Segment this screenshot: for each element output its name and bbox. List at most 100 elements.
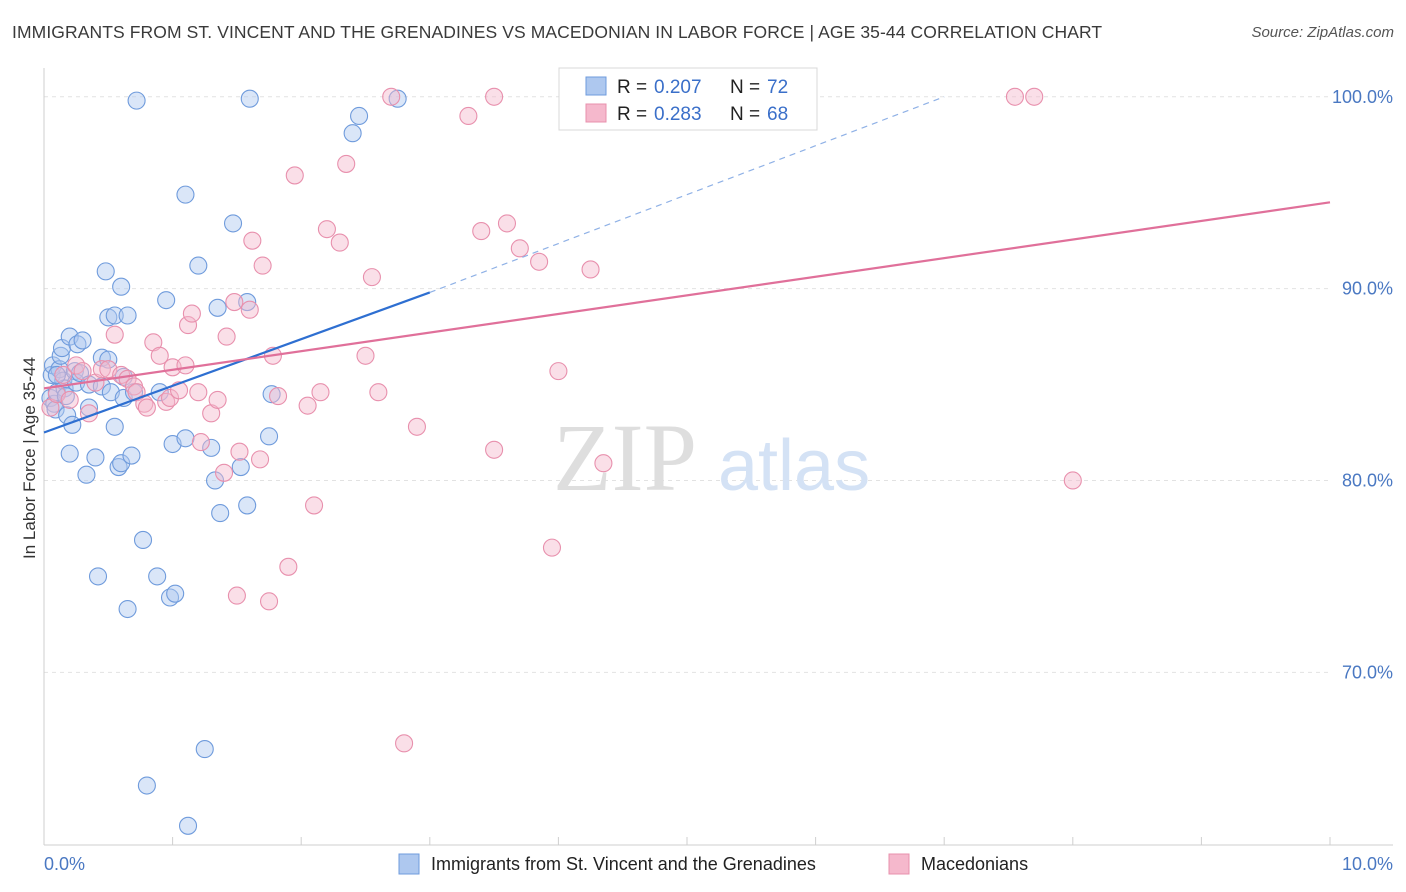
point-macedonians bbox=[73, 362, 92, 381]
point-macedonians bbox=[485, 440, 504, 459]
point-macedonians bbox=[214, 463, 234, 482]
point-macedonians bbox=[253, 256, 272, 275]
point-macedonians bbox=[382, 87, 401, 106]
point-macedonians bbox=[1025, 87, 1044, 106]
point-macedonians bbox=[1005, 87, 1024, 106]
point-macedonians bbox=[189, 383, 208, 402]
point-immigrants bbox=[127, 91, 146, 110]
point-immigrants bbox=[211, 504, 230, 523]
legend-r-value-macedonians: 0.283 bbox=[654, 104, 702, 125]
point-macedonians bbox=[298, 396, 317, 415]
point-immigrants bbox=[176, 185, 195, 204]
legend-n-value-macedonians: 68 bbox=[767, 104, 788, 125]
point-macedonians bbox=[240, 300, 259, 319]
bottom-legend-swatch-immigrants bbox=[398, 853, 420, 875]
point-macedonians bbox=[407, 417, 426, 436]
legend-r-label-macedonians: R = bbox=[617, 104, 652, 125]
bottom-legend: Immigrants from St. Vincent and the Gren… bbox=[398, 853, 1028, 875]
point-immigrants bbox=[238, 496, 257, 515]
point-immigrants bbox=[105, 306, 124, 325]
point-macedonians bbox=[105, 325, 124, 344]
point-immigrants bbox=[231, 458, 250, 477]
point-macedonians bbox=[54, 365, 73, 385]
grid-lines bbox=[44, 96, 1330, 673]
point-immigrants bbox=[176, 429, 195, 448]
point-macedonians bbox=[227, 586, 246, 605]
point-immigrants bbox=[137, 776, 156, 795]
point-macedonians bbox=[305, 496, 324, 515]
bottom-legend-swatch-macedonians bbox=[888, 853, 910, 875]
point-immigrants bbox=[343, 124, 362, 143]
point-macedonians bbox=[150, 346, 169, 365]
point-macedonians bbox=[243, 231, 262, 250]
point-immigrants bbox=[118, 306, 137, 325]
y-ticks: 70.0% 80.0% 90.0% 100.0% bbox=[1332, 87, 1393, 683]
point-immigrants bbox=[259, 427, 279, 446]
point-immigrants bbox=[77, 465, 96, 484]
x-ticks: 0.0% 10.0% bbox=[43, 837, 1393, 874]
axes bbox=[43, 68, 1393, 846]
point-macedonians bbox=[369, 383, 388, 402]
point-macedonians bbox=[269, 387, 288, 406]
point-macedonians bbox=[497, 214, 517, 233]
y-tick-label: 70.0% bbox=[1342, 662, 1393, 682]
legend-r-label-immigrants: R = bbox=[617, 77, 652, 98]
series-macedonians-points bbox=[41, 87, 1082, 753]
point-macedonians bbox=[530, 252, 549, 271]
point-macedonians bbox=[330, 233, 349, 252]
watermark-atlas: atlas bbox=[718, 426, 870, 506]
point-macedonians bbox=[259, 592, 279, 611]
point-macedonians bbox=[549, 362, 568, 381]
point-macedonians bbox=[225, 293, 244, 312]
point-macedonians bbox=[230, 442, 249, 461]
point-macedonians bbox=[178, 316, 198, 335]
watermark-zip: ZIP bbox=[553, 404, 697, 511]
point-immigrants bbox=[88, 567, 108, 586]
point-macedonians bbox=[395, 734, 414, 753]
point-immigrants bbox=[133, 530, 153, 550]
point-macedonians bbox=[279, 557, 298, 576]
point-macedonians bbox=[1063, 471, 1082, 490]
y-tick-label: 80.0% bbox=[1342, 470, 1393, 490]
point-macedonians bbox=[250, 450, 270, 469]
legend-swatch-immigrants bbox=[585, 76, 607, 96]
point-macedonians bbox=[191, 433, 210, 452]
point-macedonians bbox=[311, 383, 330, 402]
point-macedonians bbox=[594, 454, 613, 473]
point-macedonians bbox=[362, 268, 381, 287]
point-macedonians bbox=[472, 222, 491, 241]
point-immigrants bbox=[51, 346, 70, 365]
trend-lines bbox=[43, 96, 1331, 434]
point-immigrants bbox=[112, 454, 131, 473]
trend-line-immigrants bbox=[43, 291, 431, 434]
point-immigrants bbox=[118, 599, 137, 619]
point-immigrants bbox=[189, 256, 208, 275]
point-immigrants bbox=[86, 448, 105, 467]
y-tick-label: 100.0% bbox=[1332, 87, 1393, 107]
point-immigrants bbox=[223, 214, 243, 233]
chart-source: Source: ZipAtlas.com bbox=[1251, 24, 1394, 41]
point-immigrants bbox=[195, 740, 214, 759]
y-tick-label: 90.0% bbox=[1342, 279, 1393, 299]
point-immigrants bbox=[122, 446, 141, 465]
point-immigrants bbox=[262, 385, 281, 404]
legend-n-value-immigrants: 72 bbox=[767, 77, 788, 98]
bottom-legend-label-immigrants: Immigrants from St. Vincent and the Gren… bbox=[431, 854, 816, 874]
legend-n-label-immigrants: N = bbox=[730, 77, 765, 98]
point-immigrants bbox=[105, 417, 124, 436]
series-immigrants-points bbox=[41, 89, 407, 835]
point-macedonians bbox=[542, 538, 562, 557]
point-immigrants bbox=[99, 308, 118, 327]
point-immigrants bbox=[112, 277, 131, 296]
point-macedonians bbox=[317, 220, 336, 239]
point-immigrants bbox=[47, 365, 66, 385]
point-immigrants bbox=[208, 298, 227, 317]
y-axis-label: In Labor Force | Age 35-44 bbox=[20, 357, 39, 559]
point-immigrants bbox=[96, 262, 115, 281]
point-macedonians bbox=[485, 87, 504, 106]
point-immigrants bbox=[240, 89, 259, 108]
point-immigrants bbox=[157, 291, 176, 310]
chart-title: IMMIGRANTS FROM ST. VINCENT AND THE GREN… bbox=[12, 22, 1103, 42]
point-immigrants bbox=[166, 584, 185, 603]
